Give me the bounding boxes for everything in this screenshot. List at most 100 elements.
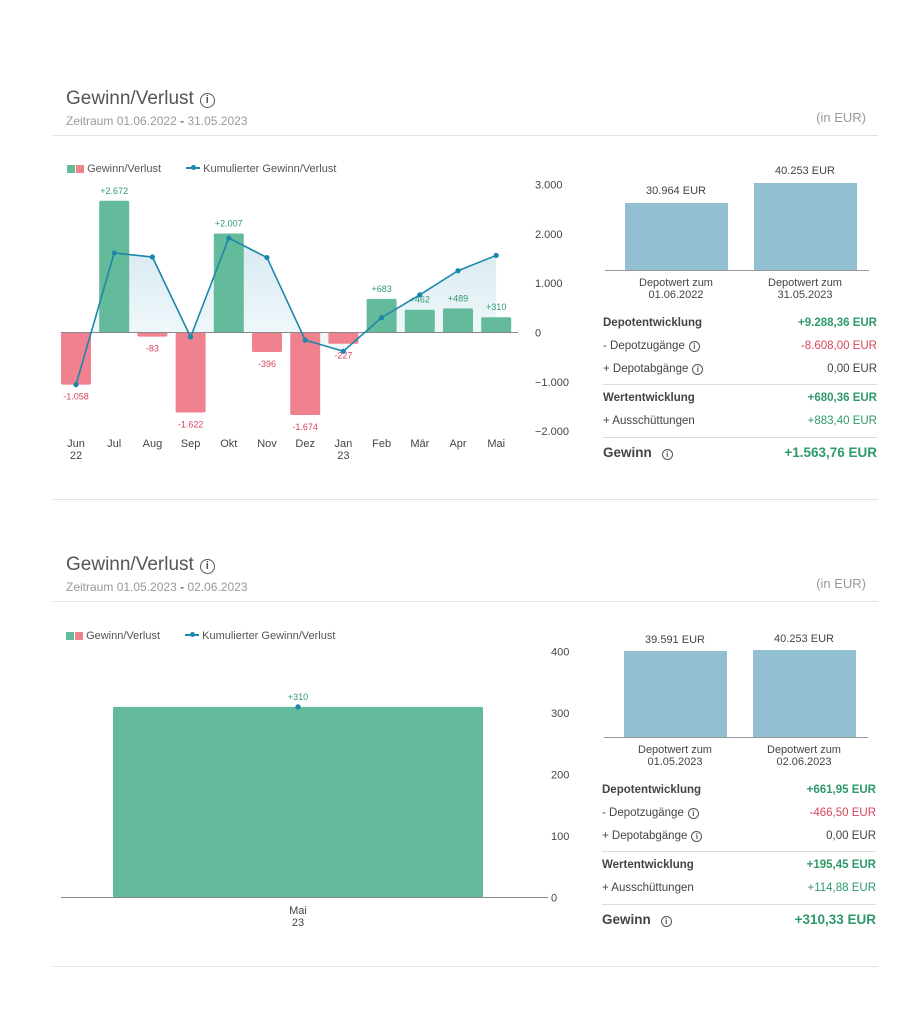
y-tick-label: 100 [551, 831, 569, 843]
depot-start-value: 39.591 EUR [645, 634, 705, 646]
bar-value-label: -227 [334, 351, 352, 361]
x-tick-label: Jun [67, 438, 85, 450]
cumulative-point [379, 315, 385, 321]
cumulative-point [493, 252, 499, 259]
cumulative-point [188, 334, 194, 340]
y-tick-label: 2.000 [535, 229, 563, 241]
divider [53, 135, 878, 136]
bar-value-label: -83 [146, 344, 159, 354]
depot-axis [604, 737, 868, 738]
cumulative-area [76, 238, 497, 385]
info-circle-icon[interactable]: i [688, 341, 700, 352]
cumulative-point [295, 704, 301, 710]
bar-value-label: -1.058 [63, 392, 89, 402]
unit-label: (in EUR) [816, 576, 866, 591]
x-tick-label: Mai [487, 438, 505, 450]
bar [481, 317, 512, 333]
x-tick-label: Dez [295, 438, 315, 450]
bar-value-label: +2.672 [100, 186, 128, 196]
y-tick-label: 300 [551, 708, 569, 720]
y-tick-label: 3.000 [535, 180, 563, 192]
bar [328, 332, 359, 344]
divider [53, 601, 878, 602]
divider [53, 966, 878, 967]
depot-start-bar [624, 651, 727, 737]
y-tick-label: 1.000 [535, 278, 563, 290]
bar [113, 706, 483, 898]
profit-loss-section-2: Gewinn/Verlust i Zeitraum 01.05.2023 - 02… [53, 550, 878, 967]
bar [290, 332, 321, 416]
info-circle-icon[interactable]: i [199, 559, 215, 574]
x-tick-label: Apr [449, 438, 466, 450]
x-tick-label: Feb [372, 438, 391, 450]
legend-item-line[interactable]: Kumulierter Gewinn/Verlust [185, 630, 335, 642]
section-title: Gewinn/Verlust i [66, 554, 215, 576]
period-text: Zeitraum 01.06.2022 - 31.05.2023 [66, 114, 248, 128]
x-tick-label: Sep [181, 438, 201, 450]
cumulative-point [226, 235, 232, 241]
bar-value-label: +489 [448, 293, 468, 303]
y-tick-label: 0 [551, 893, 557, 905]
bar-value-label: +310 [486, 302, 506, 312]
y-tick-label: 0 [535, 328, 541, 340]
bar [175, 332, 206, 413]
chart-legend: Gewinn/Verlust Kumulierter Gewinn/Verlus… [66, 630, 357, 642]
bar [61, 332, 91, 385]
x-tick-label: Jan [335, 438, 353, 450]
cumulative-point [455, 268, 461, 274]
divider [602, 851, 876, 852]
info-circle-icon[interactable]: i [692, 364, 704, 375]
x-tick-label: 23 [337, 450, 349, 462]
bar [404, 309, 435, 333]
divider [603, 437, 877, 438]
depot-end-bar [754, 183, 857, 270]
bar [252, 332, 282, 353]
x-tick-label: Nov [257, 438, 277, 450]
info-circle-icon[interactable]: i [661, 449, 673, 460]
period-text: Zeitraum 01.05.2023 - 02.06.2023 [66, 580, 248, 594]
profit-loss-section-1: Gewinn/Verlust i Zeitraum 01.06.2022 - 31… [53, 84, 878, 500]
x-tick-label: Okt [220, 438, 237, 450]
bar [137, 332, 168, 337]
cumulative-point [302, 337, 308, 343]
cumulative-point [340, 348, 346, 354]
divider [53, 499, 878, 500]
x-tick-label: Mär [410, 438, 429, 450]
y-tick-label: 200 [551, 770, 569, 782]
x-tick-label: 22 [70, 450, 82, 462]
cumulative-point [73, 382, 79, 388]
x-tick-label: 23 [292, 917, 304, 929]
legend-item-bar[interactable]: Gewinn/Verlust [66, 630, 160, 642]
bar [443, 308, 473, 333]
summary-table: Depotentwicklung +661,95 EUR - Depotzugän… [602, 784, 876, 927]
y-tick-label: 400 [551, 647, 569, 659]
legend-item-bar[interactable]: Gewinn/Verlust [67, 163, 161, 175]
divider [603, 384, 877, 385]
depot-start-bar [625, 203, 728, 270]
depot-end-value: 40.253 EUR [774, 633, 834, 645]
section-title: Gewinn/Verlust i [66, 88, 215, 110]
cumulative-point [149, 254, 155, 260]
info-circle-icon[interactable]: i [687, 808, 699, 819]
summary-table: Depotentwicklung +9.288,36 EUR - Depotzug… [603, 317, 877, 460]
bar-value-label: +683 [371, 284, 391, 294]
info-circle-icon[interactable]: i [691, 831, 703, 842]
depot-start-label: Depotwert zum 01.05.2023 [638, 744, 712, 768]
bar-value-label: +2.007 [215, 219, 243, 229]
cumulative-point [264, 254, 270, 261]
info-circle-icon[interactable]: i [660, 916, 672, 927]
bar-value-label: -396 [258, 359, 276, 369]
legend-item-line[interactable]: Kumulierter Gewinn/Verlust [186, 163, 336, 175]
unit-label: (in EUR) [816, 110, 866, 125]
info-circle-icon[interactable]: i [199, 93, 215, 108]
x-tick-label: Mai [289, 905, 307, 917]
y-tick-label: −1.000 [535, 377, 569, 389]
chart-legend: Gewinn/Verlust Kumulierter Gewinn/Verlus… [67, 163, 358, 175]
x-tick-label: Aug [143, 438, 163, 450]
bar-value-label: -1.622 [178, 419, 204, 429]
depot-end-label: Depotwert zum 31.05.2023 [768, 277, 842, 301]
bar-value-label: -1.674 [292, 422, 318, 432]
bar [99, 200, 130, 333]
profit-loss-chart-1: 3.000 2.000 1.000 0 −1.000 −2.000 -1.058 +2.672… [61, 180, 569, 462]
